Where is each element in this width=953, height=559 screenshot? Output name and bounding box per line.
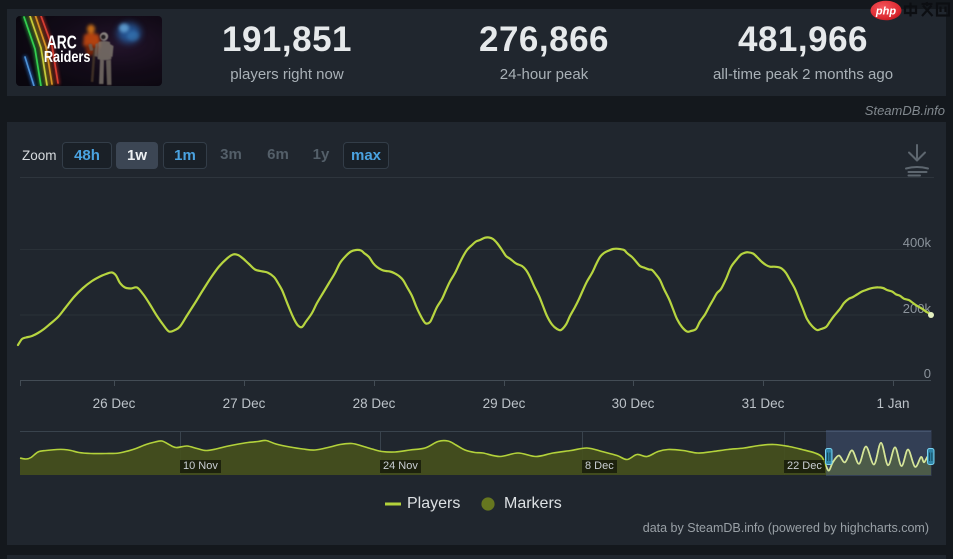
svg-text:Raiders: Raiders [44,49,91,66]
svg-text:php: php [875,6,896,18]
svg-text:ARC: ARC [47,33,77,53]
